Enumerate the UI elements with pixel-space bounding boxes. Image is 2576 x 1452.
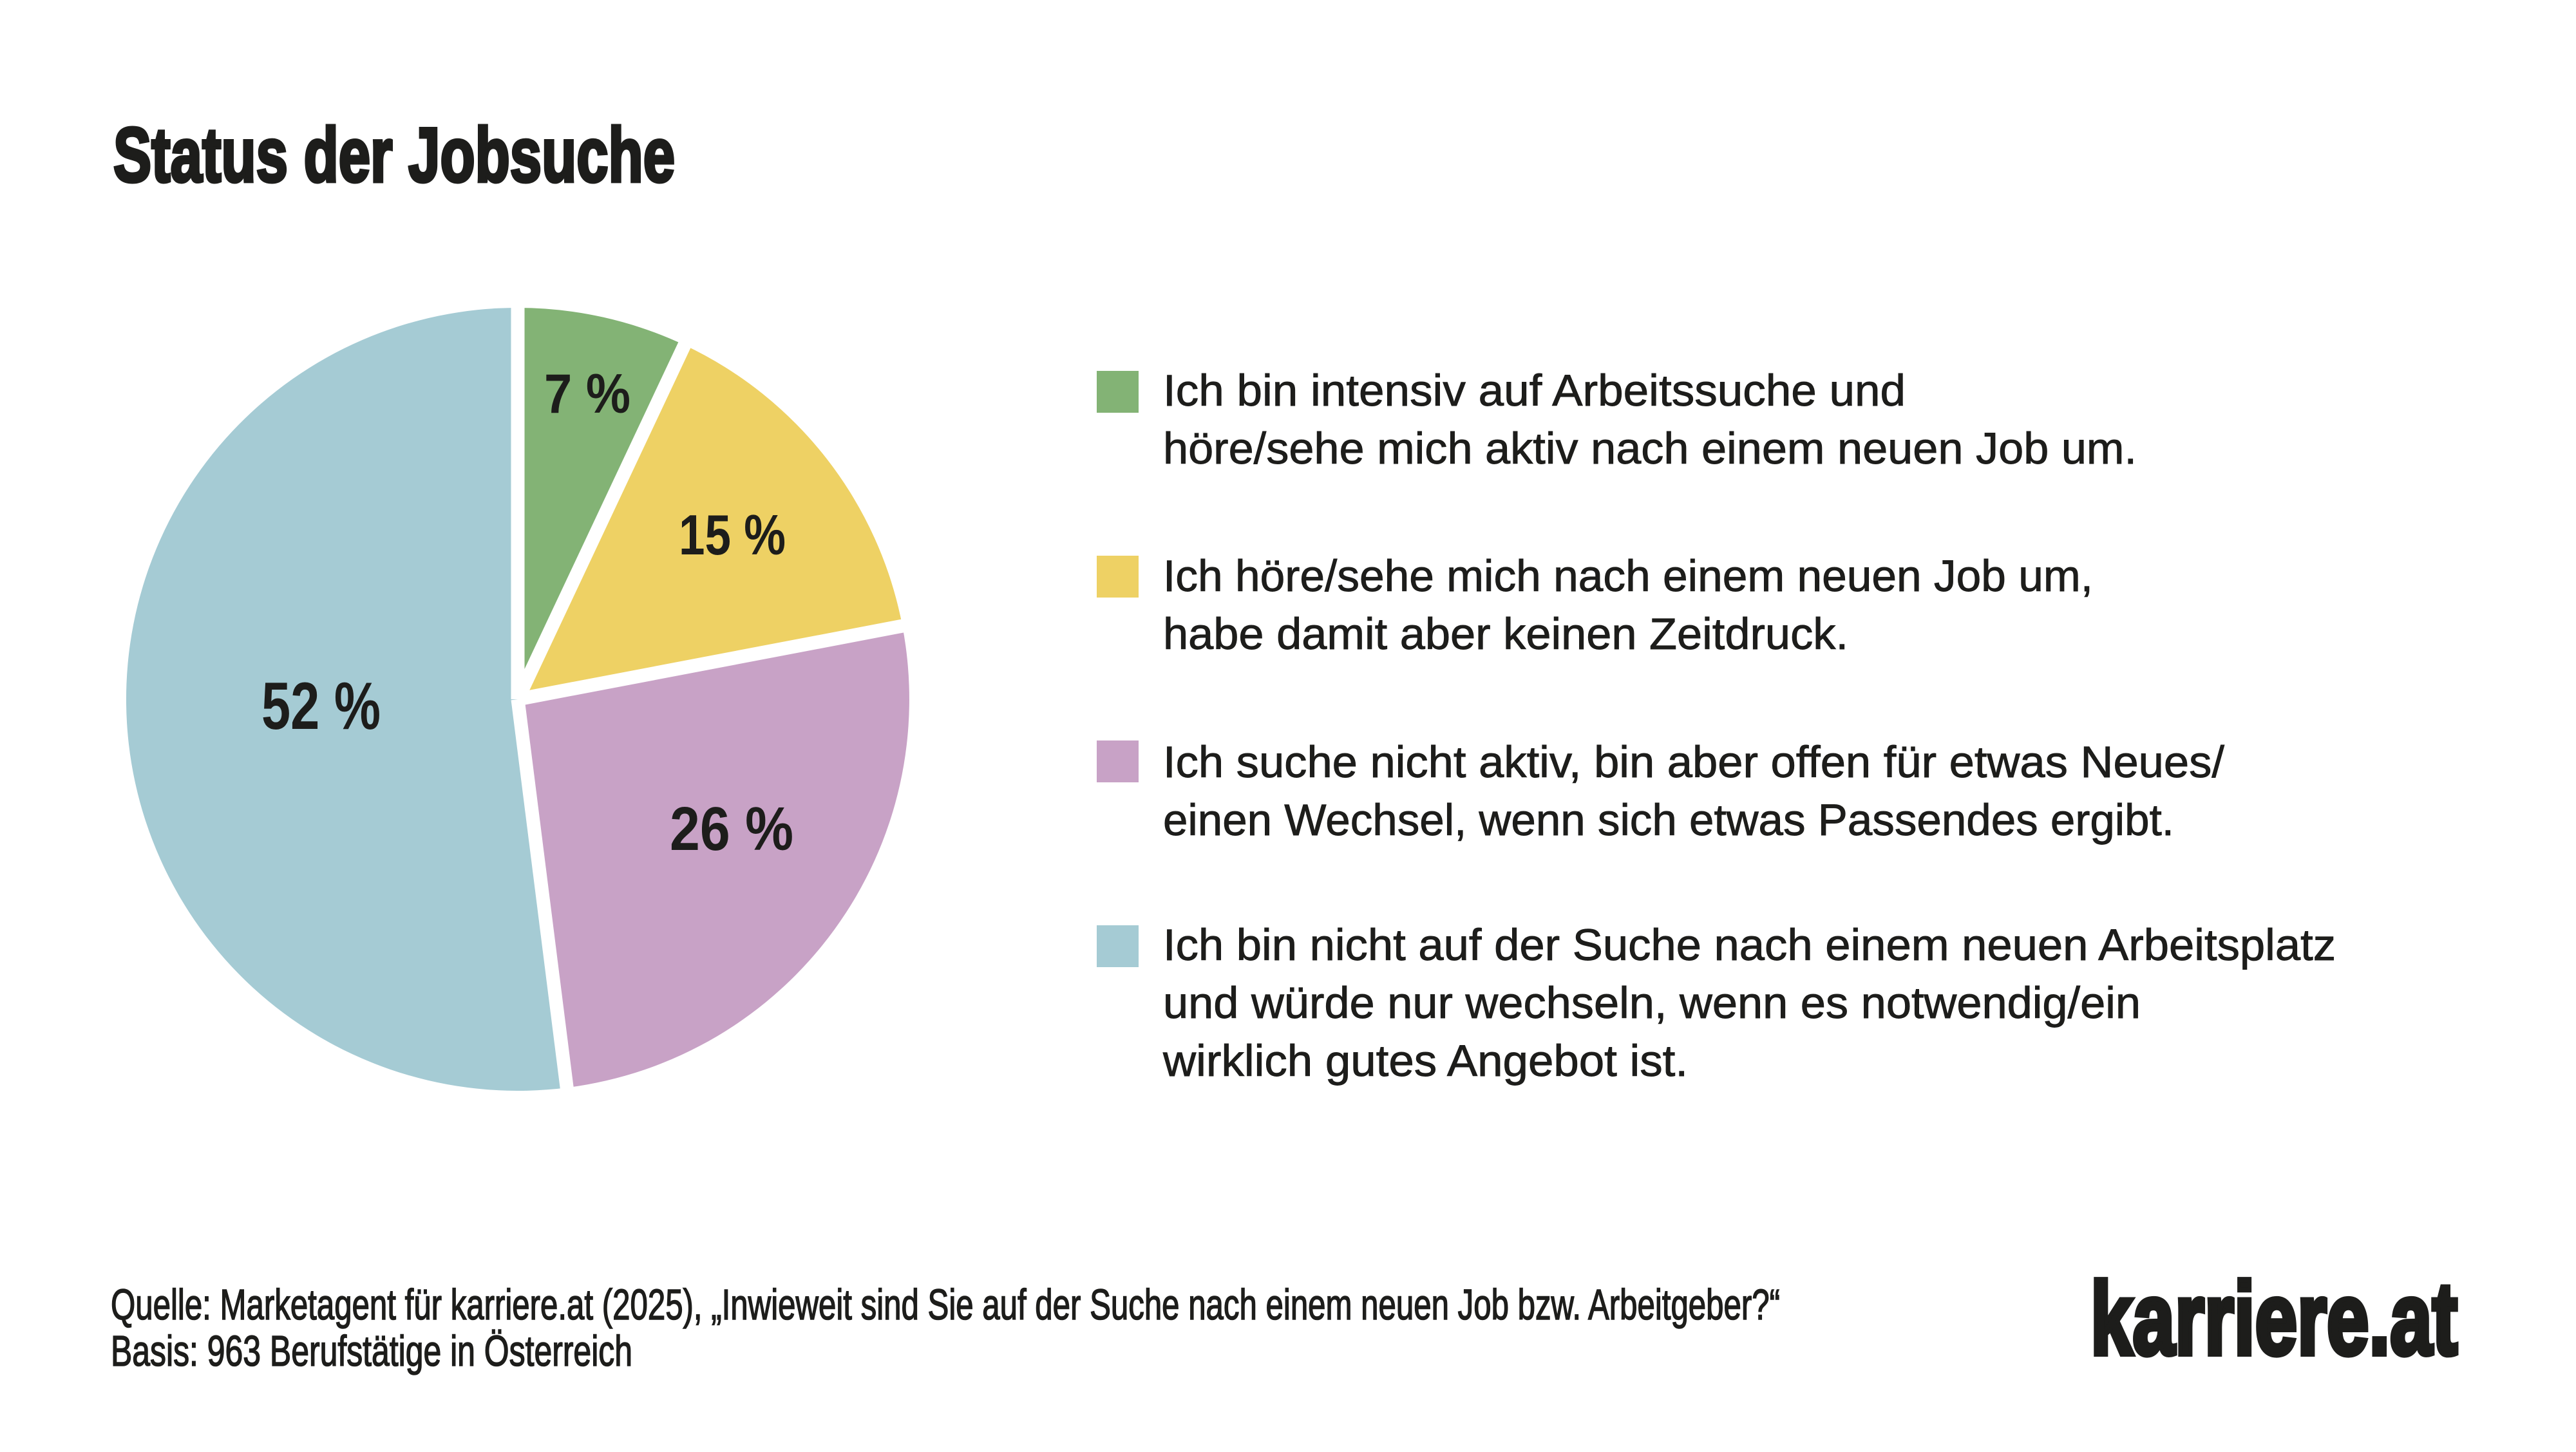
svg-text:Ich bin intensiv auf Arbeitssu: Ich bin intensiv auf Arbeitssuche und xyxy=(1163,366,1906,415)
svg-text:einen Wechsel, wenn sich etwas: einen Wechsel, wenn sich etwas Passendes… xyxy=(1163,795,2174,845)
svg-text:habe damit aber keinen Zeitdru: habe damit aber keinen Zeitdruck. xyxy=(1163,609,1848,659)
svg-text:Ich suche nicht aktiv, bin abe: Ich suche nicht aktiv, bin aber offen fü… xyxy=(1163,737,2225,787)
svg-text:7 %: 7 % xyxy=(544,363,630,425)
svg-text:höre/sehe mich aktiv nach eine: höre/sehe mich aktiv nach einem neuen Jo… xyxy=(1163,424,2137,473)
svg-text:Status der Jobsuche: Status der Jobsuche xyxy=(113,112,675,198)
svg-text:15 %: 15 % xyxy=(679,504,786,567)
svg-text:karriere.at: karriere.at xyxy=(2090,1261,2458,1376)
svg-text:Basis: 963 Berufstätige in Öst: Basis: 963 Berufstätige in Österreich xyxy=(111,1327,632,1375)
svg-text:und würde nur wechseln, wenn e: und würde nur wechseln, wenn es notwendi… xyxy=(1163,978,2141,1028)
svg-text:Ich bin nicht auf der Suche na: Ich bin nicht auf der Suche nach einem n… xyxy=(1163,920,2336,970)
svg-text:Quelle: Marketagent für karrie: Quelle: Marketagent für karriere.at (202… xyxy=(111,1281,1780,1329)
svg-text:52 %: 52 % xyxy=(261,669,381,744)
svg-text:Ich höre/sehe mich nach einem: Ich höre/sehe mich nach einem neuen Job … xyxy=(1163,551,2093,601)
svg-text:wirklich gutes Angebot ist.: wirklich gutes Angebot ist. xyxy=(1162,1036,1688,1086)
svg-text:26 %: 26 % xyxy=(670,795,793,863)
